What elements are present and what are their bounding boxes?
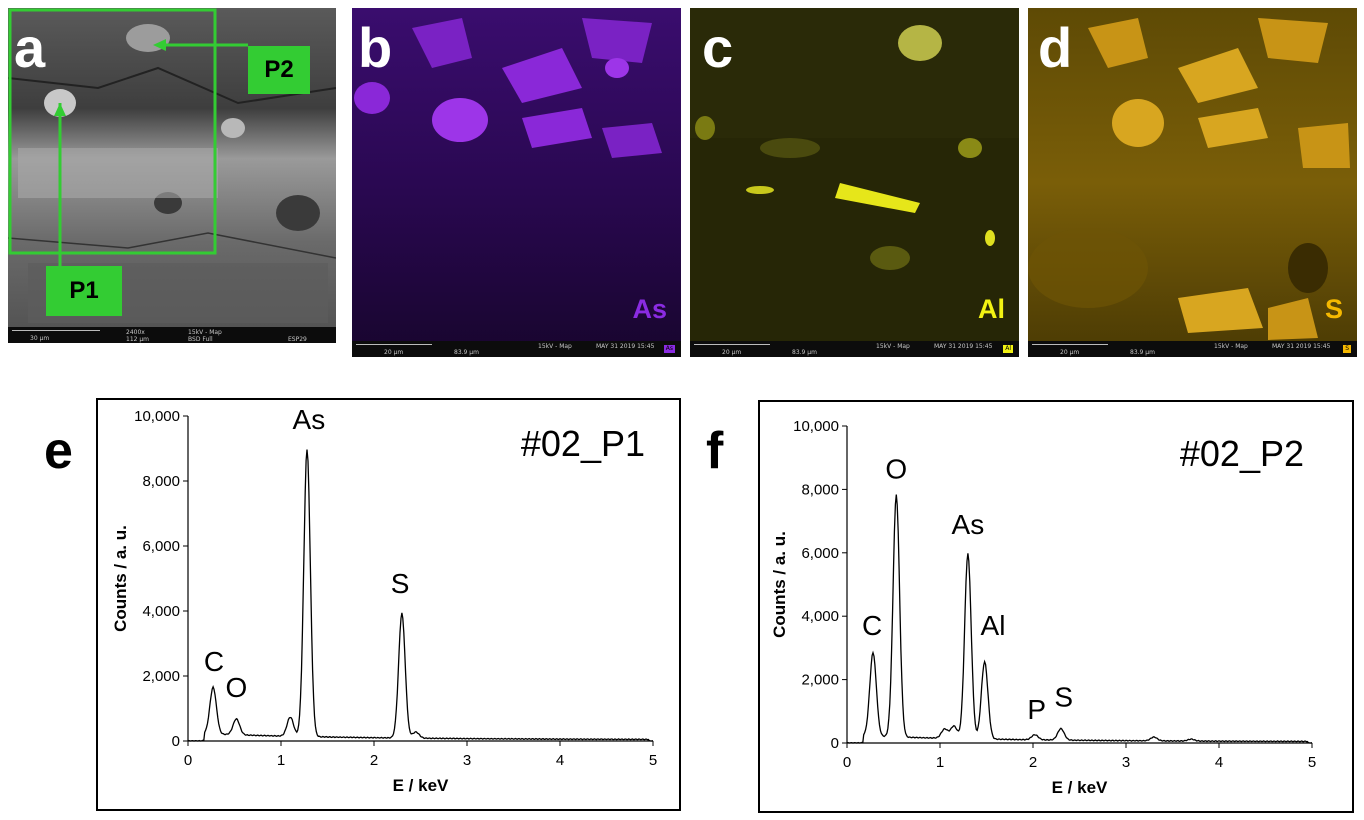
detector: BSD Full: [188, 336, 213, 343]
element-label-s: S: [1324, 294, 1343, 324]
sem-info-bar-c: 20 µm 83.9 µm 15kV - Map MAY 31 2019 15:…: [690, 341, 1019, 357]
spectrum-series-line: [187, 449, 654, 742]
horizontal-field-width: 112 µm: [126, 336, 150, 343]
y-tick-label: 8,000: [142, 473, 180, 490]
panel-letter-f: f: [706, 422, 724, 480]
edx-spectrum-p2: 0 2,000 4,000 6,000 8,000 10,000 0 1 2 3 4 5 E / keV…: [758, 400, 1354, 813]
point-tag-p2: P2: [248, 46, 310, 94]
peak-annotation-label: P: [1027, 694, 1046, 725]
panel-b-as-map: b As 20 µm 83.9 µm 15kV - Map MAY 31 201…: [352, 8, 681, 357]
beam-mode: 15kV - Map: [1214, 343, 1248, 350]
panel-letter-c: c: [702, 16, 734, 79]
x-tick-label: 5: [1308, 754, 1316, 771]
acquisition-date: MAY 31 2019 15:45: [596, 343, 655, 350]
edx-spectrum-p1: 0 2,000 4,000 6,000 8,000 10,000 0 1 2 3 4 5 E / keV…: [96, 398, 681, 811]
x-tick-label: 2: [370, 752, 378, 769]
peak-annotation-label: S: [1054, 682, 1073, 713]
scale-bar-line: [12, 330, 100, 331]
acquisition-date: MAY 31 2019 15:45: [1272, 343, 1331, 350]
element-color-chip: Al: [1003, 345, 1013, 353]
acquisition-date: MAY 31 2019 15:45: [934, 343, 993, 350]
horizontal-field-width: 83.9 µm: [792, 349, 817, 356]
chart-title: #02_P1: [521, 423, 645, 464]
y-tick-label: 10,000: [793, 418, 839, 435]
scale-bar-label: 30 µm: [30, 335, 50, 342]
element-label-as: As: [632, 294, 667, 324]
x-tick-label: 4: [556, 752, 564, 769]
peak-annotation-label: As: [952, 509, 985, 540]
y-tick-label: 0: [172, 733, 180, 750]
panel-d-s-map: d S 20 µm 83.9 µm 15kV - Map MAY 31 2019…: [1028, 8, 1357, 357]
sem-info-bar-b: 20 µm 83.9 µm 15kV - Map MAY 31 2019 15:…: [352, 341, 681, 357]
spectrum-series-line: [846, 494, 1313, 744]
x-tick-label: 5: [649, 752, 657, 769]
y-tick-label: 10,000: [134, 408, 180, 425]
x-tick-label: 3: [1122, 754, 1130, 771]
y-tick-label: 4,000: [801, 608, 839, 625]
as-element-map: [352, 8, 681, 357]
y-tick-label: 6,000: [142, 538, 180, 555]
scale-bar-line: [694, 344, 770, 345]
peak-annotation-label: O: [225, 672, 247, 703]
panel-letter-d: d: [1038, 16, 1073, 79]
x-tick-label: 0: [184, 752, 192, 769]
peak-annotation-label: As: [293, 404, 326, 435]
y-tick-label: 2,000: [801, 672, 839, 689]
sem-info-bar-d: 20 µm 83.9 µm 15kV - Map MAY 31 2019 15:…: [1028, 341, 1357, 357]
scale-bar-label: 20 µm: [384, 349, 404, 356]
beam-mode: 15kV - Map: [188, 329, 222, 336]
panel-letter-e: e: [44, 422, 73, 480]
horizontal-field-width: 83.9 µm: [454, 349, 479, 356]
horizontal-field-width: 83.9 µm: [1130, 349, 1155, 356]
x-tick-label: 1: [936, 754, 944, 771]
peak-annotation-label: O: [885, 453, 907, 484]
y-tick-label: 2,000: [142, 668, 180, 685]
x-axis-label: E / keV: [393, 776, 449, 795]
x-tick-label: 3: [463, 752, 471, 769]
p2-arrow-head: [153, 39, 166, 51]
element-label-al: Al: [978, 294, 1005, 324]
point-tag-p1: P1: [46, 266, 122, 316]
y-axis-label: Counts / a. u.: [111, 525, 130, 632]
beam-mode: 15kV - Map: [876, 343, 910, 350]
y-tick-label: 4,000: [142, 603, 180, 620]
y-axis-label: Counts / a. u.: [770, 531, 789, 638]
peak-annotation-label: S: [391, 568, 410, 599]
s-element-map: [1028, 8, 1357, 357]
y-tick-label: 8,000: [801, 481, 839, 498]
p1-arrow-head: [54, 103, 66, 116]
x-axis-label: E / keV: [1052, 778, 1108, 797]
peak-annotation-label: Al: [981, 610, 1006, 641]
map-region-box: [8, 8, 217, 255]
panel-a-bse-image: a P1 P2 30 µm 2400x 112 µm 15kV - Map BS…: [8, 8, 336, 343]
panel-letter-b: b: [358, 16, 393, 79]
x-tick-label: 2: [1029, 754, 1037, 771]
scale-bar-line: [356, 344, 432, 345]
chart-title: #02_P2: [1180, 433, 1304, 474]
peak-annotation-label: C: [862, 610, 882, 641]
beam-mode: 15kV - Map: [538, 343, 572, 350]
x-tick-label: 0: [843, 754, 851, 771]
al-element-map: [690, 8, 1019, 357]
peak-annotation-label: C: [204, 646, 224, 677]
scale-bar-label: 20 µm: [1060, 349, 1080, 356]
scale-bar-label: 20 µm: [722, 349, 742, 356]
sample-id: ESP29: [288, 336, 307, 343]
panel-letter-a: a: [14, 16, 46, 79]
panel-c-al-map: c Al 20 µm 83.9 µm 15kV - Map MAY 31 201…: [690, 8, 1019, 357]
y-tick-label: 6,000: [801, 545, 839, 562]
y-tick-label: 0: [831, 735, 839, 752]
element-color-chip: S: [1343, 345, 1351, 353]
x-tick-label: 4: [1215, 754, 1223, 771]
scale-bar-line: [1032, 344, 1108, 345]
x-tick-label: 1: [277, 752, 285, 769]
sem-info-bar-a: 30 µm 2400x 112 µm 15kV - Map BSD Full E…: [8, 327, 336, 343]
magnification: 2400x: [126, 329, 145, 336]
element-color-chip: As: [663, 345, 675, 353]
